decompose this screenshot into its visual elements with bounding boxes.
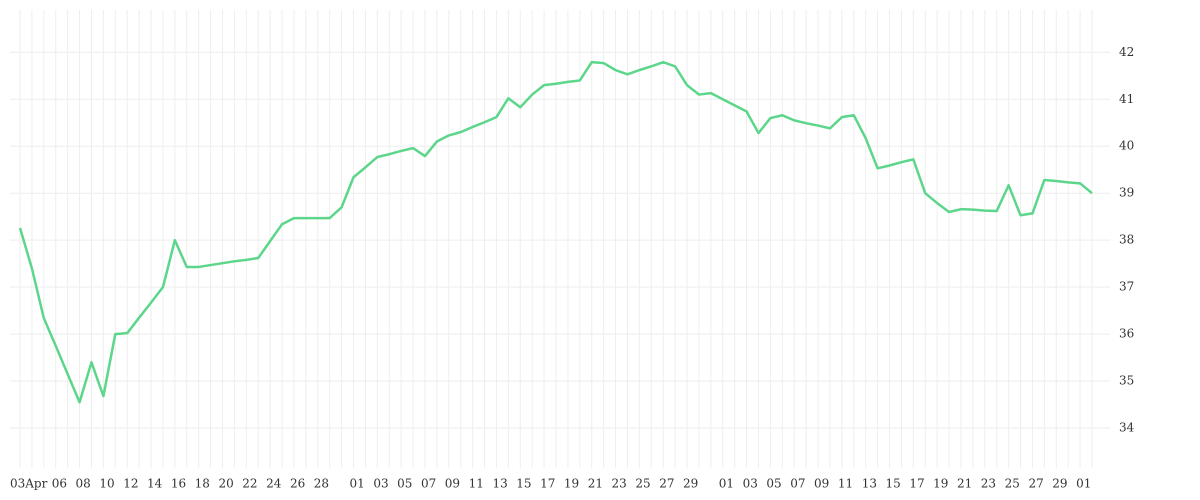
x-tick-label: 18: [195, 477, 210, 491]
y-tick-label: 36: [1119, 327, 1134, 341]
y-tick-label: 40: [1119, 139, 1134, 153]
x-tick-label: 01: [1076, 477, 1091, 491]
x-tick-label: 10: [99, 477, 114, 491]
x-tick-label: 11: [838, 477, 853, 491]
x-tick-label: 28: [314, 477, 329, 491]
x-tick-label: 11: [469, 477, 484, 491]
x-tick-label: 25: [635, 477, 650, 491]
x-tick-label: 09: [445, 477, 460, 491]
x-tick-label: 17: [540, 477, 555, 491]
x-tick-label: 03Apr: [10, 477, 48, 491]
x-tick-label: 15: [516, 477, 531, 491]
line: [18, 60, 1093, 404]
x-tick-label: 17: [909, 477, 924, 491]
x-tick-label: 06: [52, 477, 67, 491]
x-tick-label: 23: [612, 477, 627, 491]
x-tick-label: 27: [1028, 477, 1043, 491]
x-tick-label: 03: [373, 477, 388, 491]
x-tick-label: 19: [933, 477, 948, 491]
x-tick-label: 08: [76, 477, 91, 491]
x-tick-label: 24: [266, 477, 282, 491]
y-tick-label: 34: [1119, 421, 1135, 435]
x-tick-label: 13: [492, 477, 507, 491]
x-tick-label: 15: [886, 477, 901, 491]
y-tick-label: 38: [1119, 233, 1134, 247]
y-tick-label: 41: [1119, 92, 1134, 106]
x-tick-label: 07: [421, 477, 436, 491]
y-tick-label: 42: [1119, 45, 1134, 59]
x-tick-label: 07: [790, 477, 805, 491]
x-tick-label: 13: [862, 477, 877, 491]
x-tick-label: 05: [766, 477, 781, 491]
x-tick-label: 05: [397, 477, 412, 491]
y-tick-label: 35: [1119, 374, 1134, 388]
x-tick-label: 14: [147, 477, 163, 491]
x-tick-label: 29: [1052, 477, 1067, 491]
x-tick-label: 12: [123, 477, 138, 491]
x-tick-label: 26: [290, 477, 305, 491]
x-tick-label: 01: [719, 477, 734, 491]
x-tick-label: 29: [683, 477, 698, 491]
x-tick-label: 20: [218, 477, 233, 491]
x-tick-label: 23: [981, 477, 996, 491]
y-tick-label: 39: [1119, 186, 1134, 200]
x-tick-label: 25: [1005, 477, 1020, 491]
x-tick-label: 03: [743, 477, 758, 491]
y-tick-label: 37: [1119, 280, 1134, 294]
x-tick-label: 09: [814, 477, 829, 491]
x-tick-label: 21: [588, 477, 603, 491]
x-tick-label: 21: [957, 477, 972, 491]
x-tick-label: 01: [350, 477, 365, 491]
x-tick-label: 27: [659, 477, 674, 491]
x-tick-label: 19: [564, 477, 579, 491]
x-tick-label: 22: [242, 477, 257, 491]
x-tick-label: 16: [171, 477, 186, 491]
